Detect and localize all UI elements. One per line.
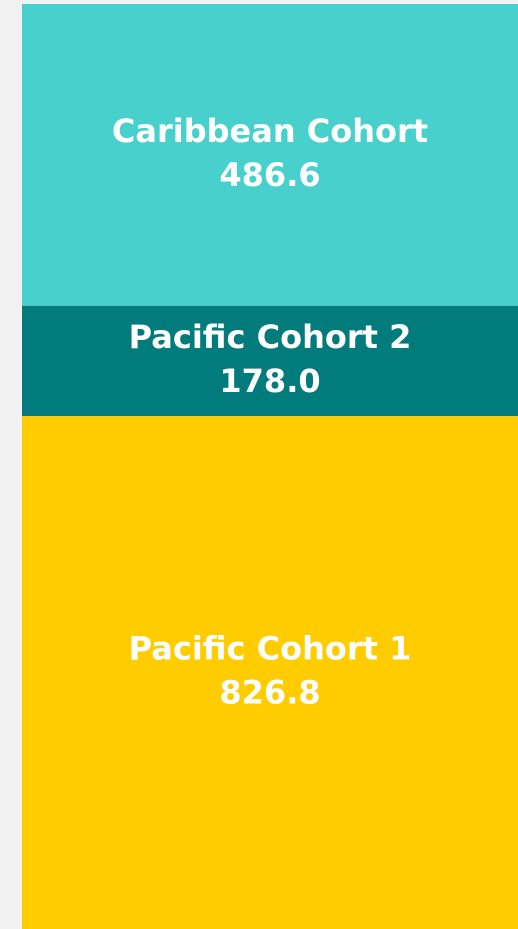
cell-label: Pacific Cohort 2 (129, 318, 412, 356)
cell-value: 486.6 (219, 156, 320, 194)
treemap-cell (22, 416, 518, 929)
treemap-cell (22, 305, 518, 417)
cell-label: Pacific Cohort 1 (129, 630, 412, 668)
cell-value: 826.8 (219, 674, 320, 712)
cell-label: Caribbean Cohort (112, 112, 428, 150)
treemap-cell (22, 4, 518, 306)
cell-value: 178.0 (219, 362, 320, 400)
